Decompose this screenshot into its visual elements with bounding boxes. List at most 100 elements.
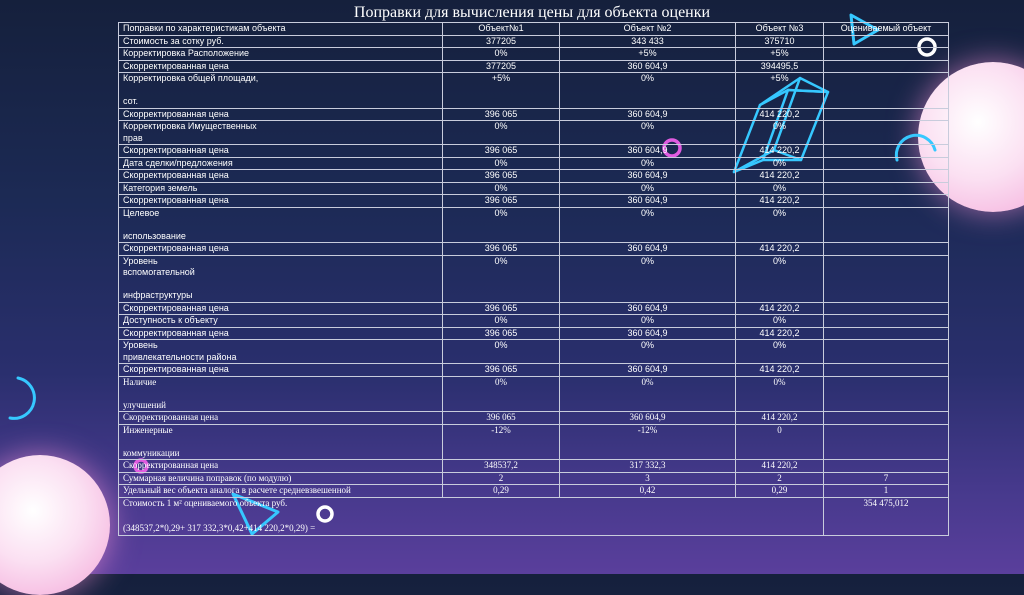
row-label: Целевое использование xyxy=(118,206,443,243)
cell-value: +5% xyxy=(559,47,736,61)
row-label: Уровень привлекательности района xyxy=(118,339,443,364)
arc-icon-left xyxy=(8,376,36,420)
table-row: Скорректированная цена 396 065 360 604,9 41… xyxy=(118,301,949,315)
table-header: Поправки по характеристикам объекта Объек… xyxy=(118,22,949,36)
cell-value: 414 220,2 xyxy=(735,411,824,425)
cell-value: 0 xyxy=(735,423,824,460)
cell-value: +5% xyxy=(735,47,824,61)
cell-value: 0,29 xyxy=(735,484,824,498)
cell-value: 0% xyxy=(559,314,736,328)
cell-value: Объект №2 xyxy=(559,22,736,36)
cell-value: 0% xyxy=(559,120,736,145)
table-row: Скорректированная цена 396 065 360 604,9 41… xyxy=(118,411,949,425)
cell-value: 0,42 xyxy=(559,484,736,498)
table-row: Дата сделки/предложения 0% 0% 0% xyxy=(118,156,949,170)
cell-value: 317 332,3 xyxy=(559,459,736,473)
cell-value: 0% xyxy=(559,72,736,109)
row-label: Скорректированная цена xyxy=(118,144,443,158)
table-row: Скорректированная цена 396 065 360 604,9 41… xyxy=(118,144,949,158)
cell-value: 396 065 xyxy=(442,301,560,315)
cell-value: 7 xyxy=(823,471,949,485)
cell-value xyxy=(823,120,949,145)
cell-value: 414 220,2 xyxy=(735,194,824,208)
cell-value: 0% xyxy=(735,314,824,328)
cell-value xyxy=(823,34,949,48)
cell-value: 0% xyxy=(735,375,824,412)
cell-value: 360 604,9 xyxy=(559,301,736,315)
cell-value: 414 220,2 xyxy=(735,107,824,121)
cell-value: 0,29 xyxy=(442,484,560,498)
row-label: Суммарная величина поправок (по модулю) xyxy=(118,471,443,485)
cell-value xyxy=(823,72,949,109)
cell-value: Оцениваемый объект xyxy=(823,22,949,36)
cell-value xyxy=(823,206,949,243)
cell-value: 414 220,2 xyxy=(735,326,824,340)
cell-value: 396 065 xyxy=(442,169,560,183)
cell-value xyxy=(823,339,949,364)
cell-value xyxy=(823,363,949,377)
cell-value: 0% xyxy=(442,375,560,412)
cell-value: +5% xyxy=(735,72,824,109)
cell-value: 414 220,2 xyxy=(735,459,824,473)
cell-value: Объект№1 xyxy=(442,22,560,36)
table-row: Уровень привлекательности района 0% 0% 0% xyxy=(118,339,949,364)
cell-value: 0% xyxy=(442,254,560,303)
cell-value: 0% xyxy=(442,156,560,170)
cell-value: +5% xyxy=(442,72,560,109)
table-row: Корректировка Расположение 0% +5% +5% xyxy=(118,47,949,61)
table-row: Категория земель 0% 0% 0% xyxy=(118,181,949,195)
table-row: Инженерные коммуникации -12% -12% 0 xyxy=(118,423,949,460)
row-label: Категория земель xyxy=(118,181,443,195)
cell-value xyxy=(823,194,949,208)
cell-value: 360 604,9 xyxy=(559,411,736,425)
cell-value: 414 220,2 xyxy=(735,301,824,315)
cell-value: 343 433 xyxy=(559,34,736,48)
cell-value: 0% xyxy=(442,47,560,61)
row-label: Корректировка общей площади, сот. xyxy=(118,72,443,109)
cell-value xyxy=(823,314,949,328)
cell-value: Объект №3 xyxy=(735,22,824,36)
cell-value xyxy=(823,169,949,183)
cell-value: 0% xyxy=(559,181,736,195)
cell-value: 2 xyxy=(735,471,824,485)
table-row: Скорректированная цена 396 065 360 604,9 41… xyxy=(118,363,949,377)
cell-value: 0% xyxy=(442,339,560,364)
cell-value xyxy=(823,107,949,121)
cell-value: 396 065 xyxy=(442,363,560,377)
cell-value: 396 065 xyxy=(442,194,560,208)
cell-value: -12% xyxy=(442,423,560,460)
table-row: Целевое использование 0% 0% 0% xyxy=(118,206,949,243)
cell-value: 360 604,9 xyxy=(559,59,736,73)
table-row: Доступность к объекту 0% 0% 0% xyxy=(118,314,949,328)
cell-value: 396 065 xyxy=(442,326,560,340)
cell-value: 3 xyxy=(559,471,736,485)
cell-value: 396 065 xyxy=(442,107,560,121)
final-value: 354 475,012 xyxy=(823,496,949,536)
table-row: Стоимость за сотку руб. 377205 343 433 3757… xyxy=(118,34,949,48)
table-row: Скорректированная цена 396 065 360 604,9 41… xyxy=(118,169,949,183)
cell-value: 0% xyxy=(559,254,736,303)
cell-value: 1 xyxy=(823,484,949,498)
cell-value xyxy=(823,144,949,158)
table-row: Уровень вспомогательной инфраструктуры 0%… xyxy=(118,254,949,303)
cell-value: 394495,5 xyxy=(735,59,824,73)
cell-value xyxy=(823,156,949,170)
cell-value: -12% xyxy=(559,423,736,460)
page-title: Поправки для вычисления цены для объекта… xyxy=(353,4,711,21)
cell-value: 0% xyxy=(735,339,824,364)
cell-value xyxy=(823,301,949,315)
final-value-label: Стоимость 1 м² оцениваемого объекта руб.… xyxy=(118,496,824,536)
cell-value xyxy=(823,326,949,340)
cell-value: 0% xyxy=(559,339,736,364)
cell-value: 414 220,2 xyxy=(735,242,824,256)
cell-value: 0% xyxy=(735,156,824,170)
cell-value: 360 604,9 xyxy=(559,363,736,377)
cell-value: 0% xyxy=(735,206,824,243)
row-label: Скорректированная цена xyxy=(118,301,443,315)
table-row: Наличие улучшений 0% 0% 0% xyxy=(118,375,949,412)
cell-value: 396 065 xyxy=(442,411,560,425)
cell-value xyxy=(823,375,949,412)
table-row: Скорректированная цена 348537,2 317 332,3 4… xyxy=(118,459,949,473)
row-label: Стоимость за сотку руб. xyxy=(118,34,443,48)
cell-value: 375710 xyxy=(735,34,824,48)
